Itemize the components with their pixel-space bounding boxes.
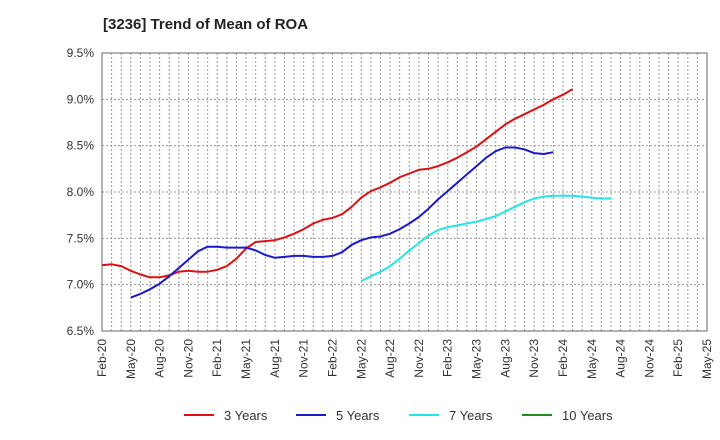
x-tick-label: Aug-21	[268, 339, 282, 378]
x-tick-label: Aug-22	[383, 339, 397, 378]
x-tick-label: Nov-21	[297, 339, 311, 378]
x-tick-label: May-20	[124, 339, 138, 379]
x-tick-label: Nov-22	[412, 339, 426, 378]
y-tick-label: 8.0%	[67, 185, 95, 199]
x-tick-label: May-22	[354, 339, 368, 379]
legend: 3 Years 5 Years 7 Years 10 Years	[184, 408, 613, 423]
series-line-3-years	[101, 88, 574, 279]
y-axis-ticks: 6.5% 7.0% 7.5% 8.0% 8.5% 9.0% 9.5%	[67, 46, 95, 338]
x-tick-label: Aug-23	[498, 339, 512, 378]
x-tick-label: May-23	[470, 339, 484, 379]
x-tick-label: Nov-24	[642, 339, 656, 378]
x-tick-label: Feb-25	[671, 339, 685, 377]
x-tick-label: Feb-24	[556, 339, 570, 377]
x-tick-label: Nov-23	[527, 339, 541, 378]
series-line-7-years	[360, 194, 611, 282]
grid-lines	[101, 52, 708, 332]
series-lines	[101, 88, 611, 299]
chart-title: [3236] Trend of Mean of ROA	[103, 16, 308, 33]
x-tick-label: Aug-24	[614, 339, 628, 378]
y-tick-label: 7.5%	[67, 231, 95, 245]
x-tick-label: May-25	[700, 339, 714, 379]
x-tick-label: May-24	[585, 339, 599, 379]
x-tick-label: Feb-20	[95, 339, 109, 377]
x-tick-label: May-21	[239, 339, 253, 379]
y-tick-label: 7.0%	[67, 278, 95, 292]
plot-frame	[101, 52, 708, 332]
x-tick-label: Nov-20	[181, 339, 195, 378]
y-tick-label: 9.5%	[67, 46, 95, 60]
legend-label: 3 Years	[224, 408, 268, 423]
series-line-5-years	[130, 146, 554, 299]
y-tick-label: 9.0%	[67, 92, 95, 106]
x-tick-label: Aug-20	[153, 339, 167, 378]
y-tick-label: 6.5%	[67, 324, 95, 338]
legend-label: 7 Years	[449, 408, 493, 423]
y-tick-label: 8.5%	[67, 139, 95, 153]
x-tick-label: Feb-22	[325, 339, 339, 377]
legend-label: 5 Years	[336, 408, 380, 423]
x-axis-ticks: Feb-20 May-20 Aug-20 Nov-20 Feb-21 May-21 Aug-…	[95, 339, 714, 379]
x-tick-label: Feb-23	[441, 339, 455, 377]
x-tick-label: Feb-21	[210, 339, 224, 377]
legend-label: 10 Years	[562, 408, 613, 423]
